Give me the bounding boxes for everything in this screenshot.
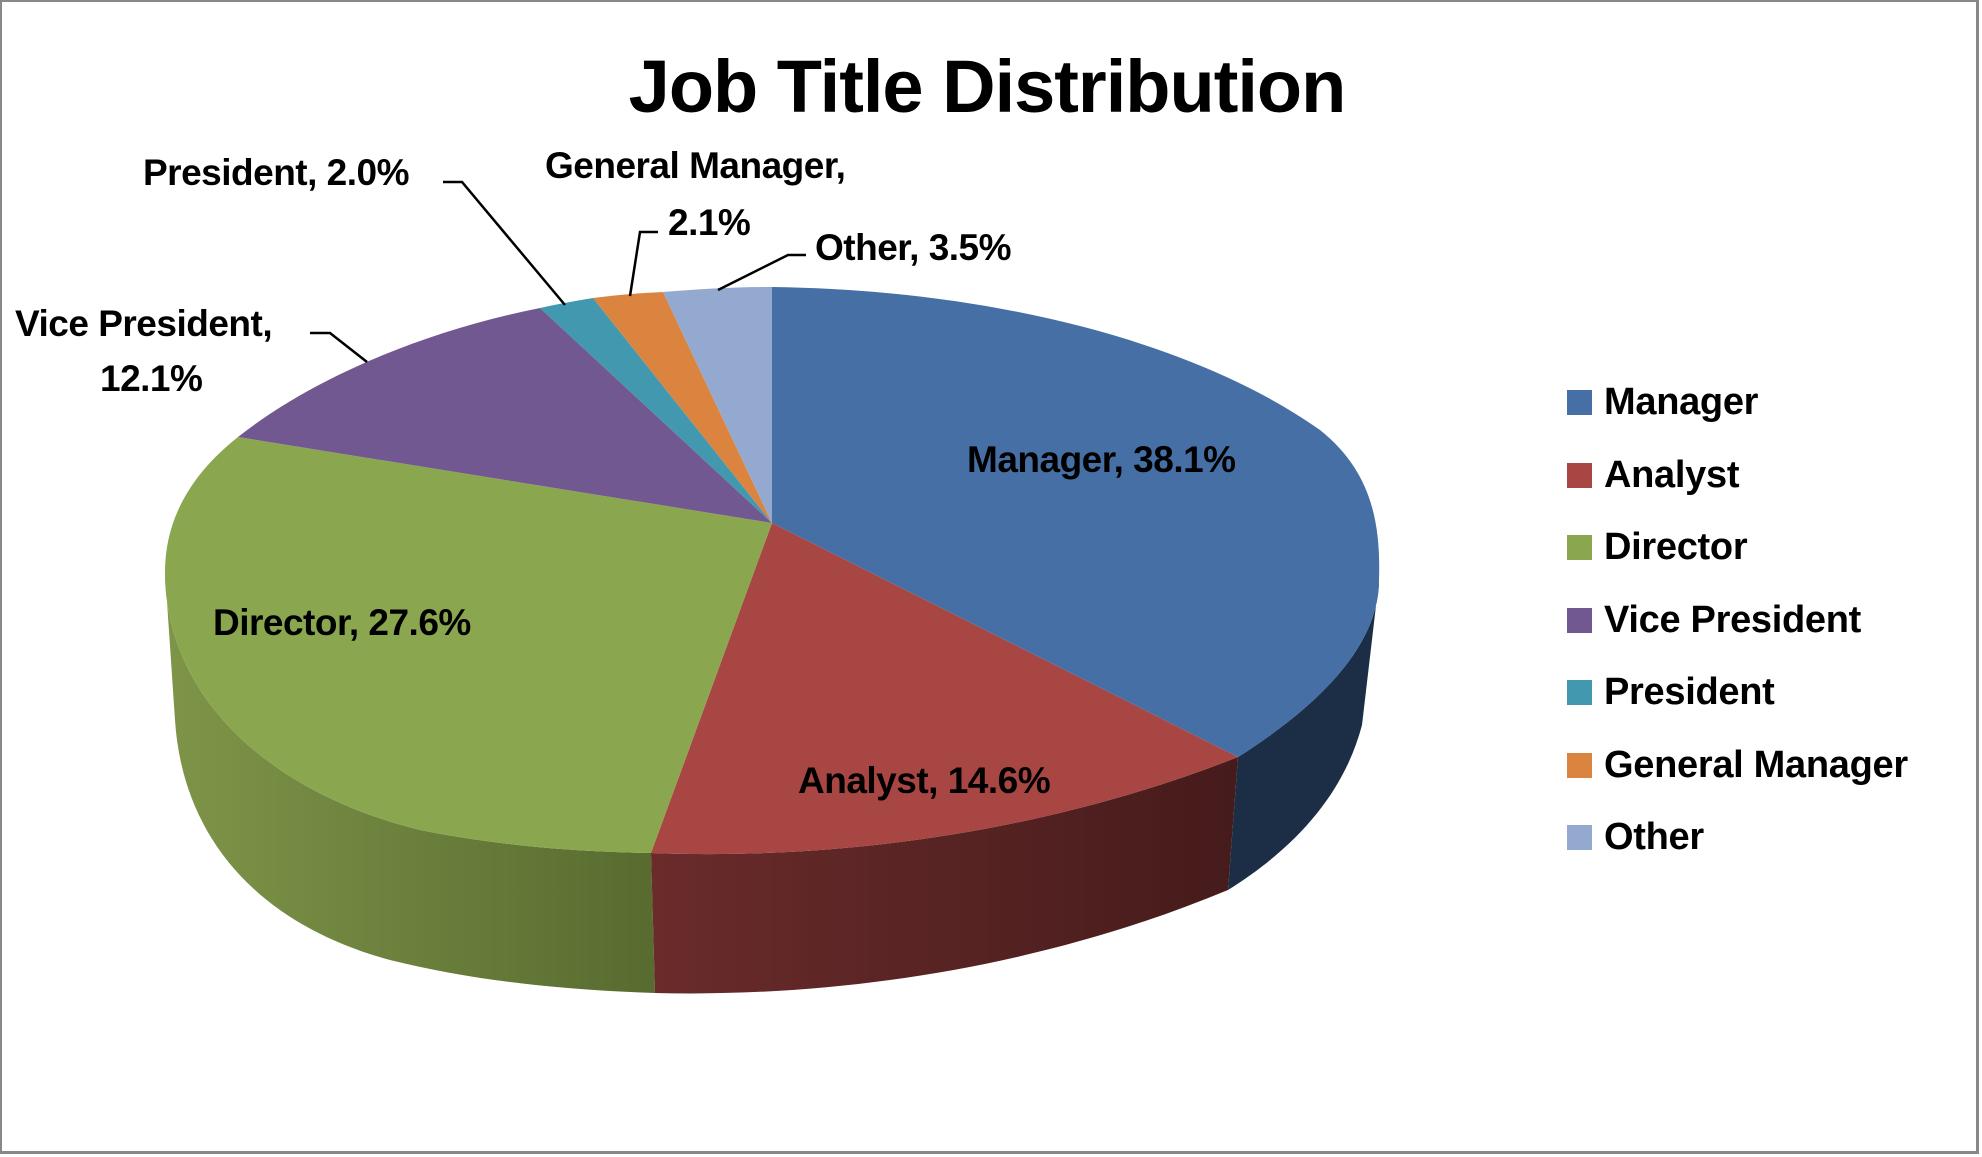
legend-label: Analyst	[1604, 453, 1740, 496]
slice-president[interactable]	[540, 298, 772, 523]
legend-item-president[interactable]: President	[1567, 668, 1908, 741]
chart-title: Job Title Distribution	[0, 44, 1982, 129]
legend-item-analyst[interactable]: Analyst	[1567, 451, 1908, 524]
legend-swatch-icon	[1567, 752, 1592, 778]
legend-swatch-icon	[1567, 535, 1592, 560]
legend-item-manager[interactable]: Manager	[1567, 378, 1908, 451]
slice-vice-president[interactable]	[238, 308, 772, 523]
data-label-general-manager-line1: General Manager,	[545, 145, 846, 186]
slice-analyst[interactable]	[651, 523, 1238, 855]
legend-swatch-icon	[1567, 607, 1592, 633]
legend-label: General Manager	[1604, 743, 1908, 786]
legend-label: Director	[1604, 526, 1748, 568]
data-label-vice-president-line2: 12.1%	[100, 358, 203, 399]
leader-line-vice-president	[310, 331, 368, 363]
pie-top	[165, 287, 1380, 855]
chart-legend: Manager Analyst Director Vice President …	[1567, 378, 1908, 886]
legend-item-vice-president[interactable]: Vice President	[1567, 596, 1908, 669]
slice-other[interactable]	[663, 287, 772, 523]
leader-line-president	[443, 180, 566, 306]
data-label-vice-president-line1: Vice President,	[15, 303, 273, 344]
legend-swatch-icon	[1567, 390, 1592, 415]
slice-general-manager[interactable]	[593, 292, 772, 523]
legend-label: Vice President	[1604, 598, 1862, 641]
legend-swatch-icon	[1567, 680, 1592, 705]
legend-item-other[interactable]: Other	[1567, 813, 1908, 886]
data-label-manager: Manager, 38.1%	[967, 439, 1236, 480]
slice-manager[interactable]	[772, 287, 1380, 757]
legend-swatch-icon	[1567, 462, 1592, 488]
slice-side-director	[165, 572, 655, 993]
legend-label: Other	[1604, 816, 1704, 858]
slice-side-analyst	[651, 757, 1238, 994]
data-label-director: Director, 27.6%	[213, 602, 471, 643]
leader-line-other	[717, 253, 806, 292]
slice-side-manager	[1228, 580, 1379, 890]
legend-item-director[interactable]: Director	[1567, 523, 1908, 596]
data-label-president: President, 2.0%	[143, 152, 410, 193]
leader-lines	[310, 180, 806, 363]
legend-swatch-icon	[1567, 825, 1592, 850]
leader-line-general-manager	[628, 230, 658, 297]
legend-label: Manager	[1604, 381, 1759, 423]
data-label-analyst: Analyst, 14.6%	[798, 760, 1051, 801]
legend-label: President	[1604, 671, 1775, 713]
data-label-other: Other, 3.5%	[815, 227, 1012, 268]
legend-item-general-manager[interactable]: General Manager	[1567, 741, 1908, 814]
slice-director[interactable]	[165, 437, 772, 853]
data-label-general-manager-line2: 2.1%	[668, 202, 751, 243]
chart-title-text: Job Title Distribution	[628, 45, 1347, 128]
pie-sides	[165, 572, 1379, 994]
